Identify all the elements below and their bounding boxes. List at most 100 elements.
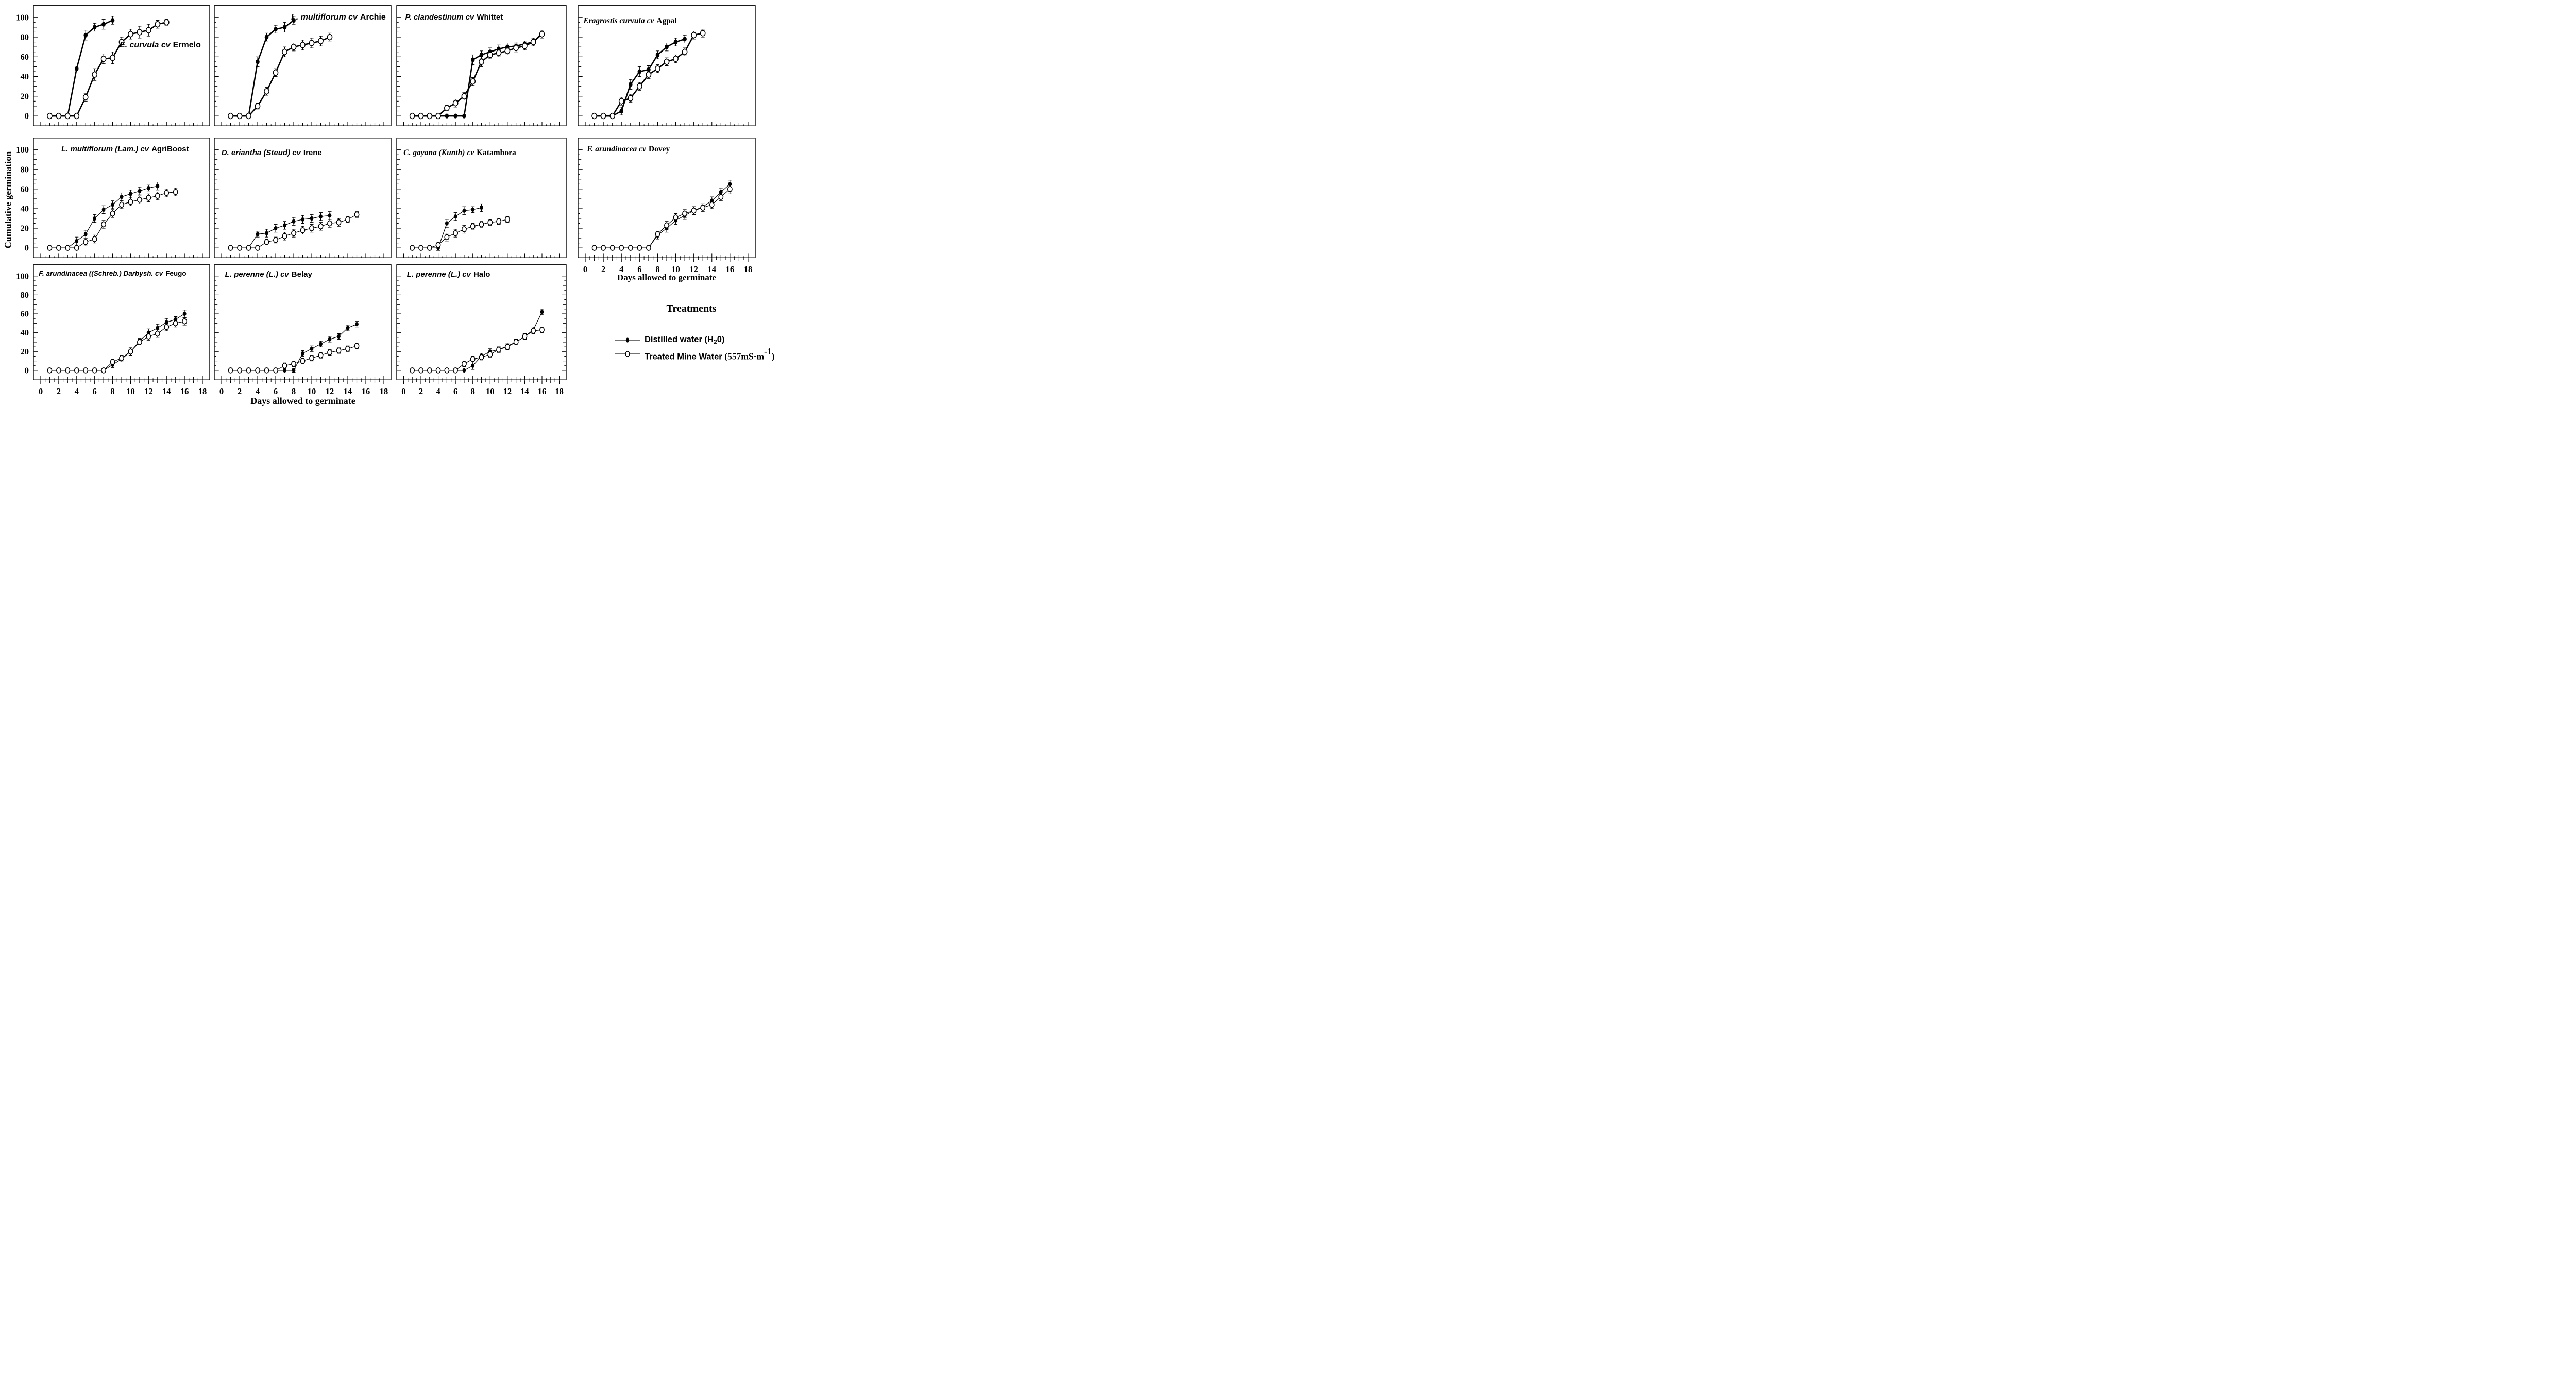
panel-ermelo: 0 20 40 60 80 100 E. curvula cv Ermelo <box>8 5 210 148</box>
legend-item-treated-mine-water: Treated Mine Water (557mS·m-1) <box>614 346 774 362</box>
x-tick-label: 10 <box>671 264 680 274</box>
legend-label-text: 0) <box>717 334 725 344</box>
x-axis-title-dovey: Days allowed to germinate <box>617 273 717 282</box>
y-tick-label: 20 <box>21 91 29 101</box>
plot-feugo: 0 2 4 6 8 10 12 14 16 18 0 20 40 60 80 100 <box>16 264 210 396</box>
legend-title: Treatments <box>666 303 717 314</box>
panel-title-dovey: F. arundinacea cv Dovey <box>587 145 670 154</box>
panel-title-halo: L. perenne (L.) cv Halo <box>407 270 490 279</box>
plot-ermelo: 0 20 40 60 80 100 <box>16 5 210 126</box>
x-tick-label: 10 <box>308 386 316 396</box>
panel-dovey: 0 2 4 6 8 10 12 14 16 18 F. arundinacea cv Dovey <box>552 138 756 280</box>
x-tick-label: 10 <box>486 386 495 396</box>
panel-title-agpal: Eragrostis curvula cv Agpal <box>583 16 677 26</box>
x-tick-label: 6 <box>637 264 641 274</box>
series-treated-mine-water <box>591 29 706 120</box>
species-name: L. multiflorum (Lam.) cv <box>61 145 149 154</box>
y-tick-label: 100 <box>16 271 29 281</box>
cultivar-name: Ermelo <box>173 40 201 49</box>
plot-halo: 0 2 4 6 8 10 12 14 16 18 <box>396 264 567 396</box>
x-tick-label: 4 <box>75 386 79 396</box>
x-tick-label: 14 <box>162 386 171 396</box>
series-treated-mine-water <box>591 183 733 251</box>
x-tick-label: 18 <box>744 264 753 274</box>
species-name: C. gayana (Kunth) cv <box>403 148 474 158</box>
x-tick-label: 8 <box>655 264 659 274</box>
legend-label-text: Distilled water (H <box>645 334 714 344</box>
legend-label-text: Treated Mine Water <box>645 352 725 362</box>
x-tick-label: 4 <box>256 386 260 396</box>
x-tick-label: 18 <box>380 386 388 396</box>
panel-title-belay: L. perenne (L.) cv Belay <box>225 270 312 279</box>
series-treated-mine-water <box>228 211 360 251</box>
x-tick-label: 16 <box>180 386 189 396</box>
x-tick-label: 14 <box>520 386 529 396</box>
panel-agpal: Eragrostis curvula cv Agpal <box>552 5 756 148</box>
y-tick-label: 80 <box>21 32 29 42</box>
figure: Cumulative germination Days allowed to g… <box>0 0 799 416</box>
y-tick-label: 20 <box>21 347 29 357</box>
y-tick-label: 100 <box>16 12 29 22</box>
cultivar-name: Feugo <box>165 269 187 278</box>
panel-title-ermelo: E. curvula cv Ermelo <box>120 41 201 50</box>
x-tick-label: 2 <box>419 386 423 396</box>
series-treated-mine-water <box>228 32 333 120</box>
x-tick-label: 0 <box>401 386 405 396</box>
series-treated-mine-water <box>410 216 510 251</box>
species-name: E. curvula cv <box>119 40 171 49</box>
panel-title-whittet: P. clandestinum cv Whittet <box>405 13 503 22</box>
y-tick-label: 0 <box>25 243 29 253</box>
legend-label-subscript: 2 <box>713 338 717 346</box>
species-name: Eragrostis curvula cv <box>583 16 654 25</box>
x-tick-label: 16 <box>362 386 370 396</box>
x-tick-label: 10 <box>126 386 135 396</box>
series-distilled-water <box>229 211 332 250</box>
legend-label-superscript: -1 <box>764 346 772 357</box>
y-tick-label: 40 <box>21 72 29 81</box>
y-tick-label: 60 <box>21 52 29 62</box>
panel-belay: 0 2 4 6 8 10 12 14 16 18 L. perenne (L.) cv Belay <box>189 264 392 402</box>
series-treated-mine-water <box>47 188 178 251</box>
y-tick-label: 0 <box>25 365 29 375</box>
series-distilled-water <box>48 182 160 250</box>
x-tick-label: 8 <box>110 386 114 396</box>
x-tick-label: 6 <box>274 386 278 396</box>
cultivar-name: Dovey <box>648 145 670 154</box>
plot-archie <box>214 5 392 126</box>
species-name: F. arundinacea ((Schreb.) Darbysh. cv <box>39 269 163 278</box>
x-tick-label: 18 <box>198 386 207 396</box>
panel-halo: 0 2 4 6 8 10 12 14 16 18 L. perenne (L.) cv Halo <box>371 264 567 402</box>
x-tick-label: 14 <box>708 264 717 274</box>
x-tick-label: 2 <box>57 386 61 396</box>
cultivar-name: Archie <box>360 12 386 22</box>
x-tick-label: 16 <box>726 264 735 274</box>
open-circle-icon <box>615 351 640 357</box>
x-tick-label: 12 <box>689 264 698 274</box>
panel-title-irene: D. eriantha (Steud) cv Irene <box>222 148 322 157</box>
y-tick-label: 100 <box>16 145 29 155</box>
y-tick-label: 80 <box>21 164 29 174</box>
cultivar-name: Irene <box>303 148 322 158</box>
plot-whittet <box>396 5 567 126</box>
x-tick-label: 16 <box>538 386 547 396</box>
x-tick-label: 8 <box>292 386 296 396</box>
panel-feugo: 0 2 4 6 8 10 12 14 16 18 0 20 40 60 80 100 F. arundinace… <box>8 264 210 402</box>
plot-agriboost: 0 20 40 60 80 100 <box>16 138 210 258</box>
panel-katambora: C. gayana (Kunth) cv Katambora <box>371 138 567 280</box>
species-name: L. multiflorum cv <box>291 12 358 22</box>
plot-agpal <box>578 5 756 126</box>
species-name: D. eriantha (Steud) cv <box>221 148 301 158</box>
x-tick-label: 6 <box>453 386 457 396</box>
panel-title-katambora: C. gayana (Kunth) cv Katambora <box>403 148 516 158</box>
x-tick-label: 2 <box>601 264 605 274</box>
x-tick-label: 12 <box>144 386 153 396</box>
panel-archie: L. multiflorum cv Archie <box>189 5 392 148</box>
series-treated-mine-water <box>410 327 545 374</box>
species-name: P. clandestinum cv <box>405 12 474 22</box>
series-treated-mine-water <box>228 343 360 374</box>
y-tick-label: 40 <box>21 328 29 337</box>
panel-title-agriboost: L. multiflorum (Lam.) cv AgriBoost <box>61 145 189 154</box>
x-tick-label: 18 <box>555 386 564 396</box>
legend-label-text: (557mS·m <box>724 351 765 362</box>
y-tick-label: 80 <box>21 290 29 300</box>
